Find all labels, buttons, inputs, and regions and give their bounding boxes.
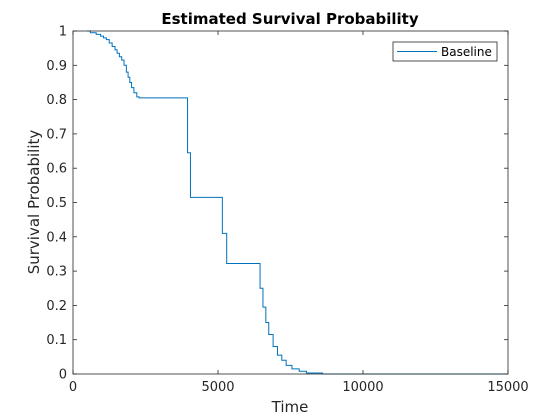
y-tick-label: 1	[59, 25, 67, 40]
x-tick-label: 10000	[342, 380, 383, 395]
legend-box	[392, 41, 498, 62]
y-tick-label: 0	[59, 368, 67, 383]
y-tick-label: 0.2	[46, 299, 67, 314]
y-tick-label: 0.1	[46, 333, 67, 348]
legend: Baseline	[392, 41, 498, 62]
x-tick-label: 5000	[201, 380, 234, 395]
y-tick-label: 0.7	[46, 127, 67, 142]
y-tick-label: 0.3	[46, 265, 67, 280]
series-layer	[86, 30, 508, 375]
y-tick-label: 0.4	[46, 230, 67, 245]
y-tick-label: 0.8	[46, 93, 67, 108]
axes-layer: 0 5000 10000 15000 0 0.1 0.2 0.3 0.4 0.5 0.6 0.7 0.8…	[46, 25, 528, 396]
y-tick-label: 0.5	[46, 196, 67, 211]
x-axis-label: Time	[271, 398, 309, 416]
x-tick-label: 15000	[487, 380, 528, 395]
y-tick-label: 0.6	[46, 162, 67, 177]
plot-area	[73, 31, 508, 374]
chart-title: Estimated Survival Probability	[161, 10, 418, 28]
legend-label-baseline: Baseline	[441, 45, 492, 59]
x-tick-label: 0	[69, 380, 77, 395]
series-line-baseline	[86, 30, 508, 375]
y-axis-label: Survival Probability	[25, 130, 43, 275]
y-tick-label: 0.9	[46, 59, 67, 74]
